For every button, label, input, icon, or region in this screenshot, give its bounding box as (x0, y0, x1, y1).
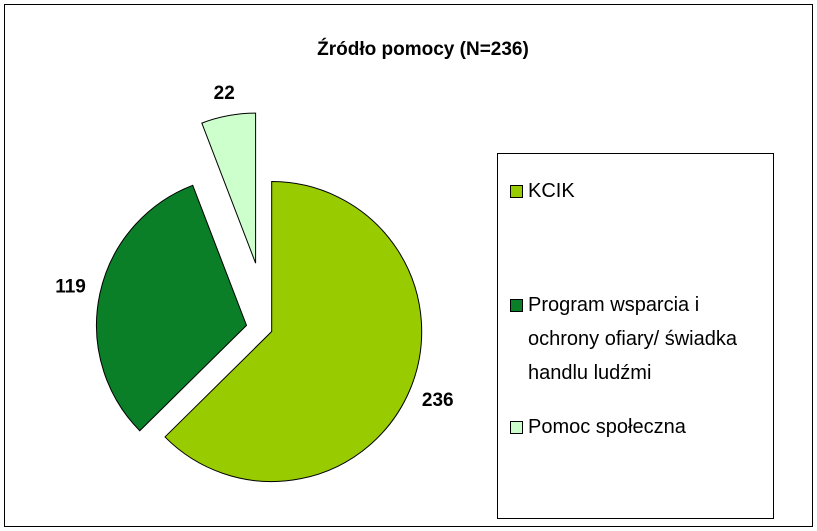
legend-item: KCIK (508, 174, 771, 208)
legend-swatch (510, 299, 523, 312)
legend: KCIK Program wsparcia i ochrony ofiary/ ś… (497, 153, 774, 519)
legend-label: KCIK (528, 180, 575, 202)
data-label: 22 (214, 83, 235, 104)
legend-item: Program wsparcia i ochrony ofiary/ świad… (508, 288, 771, 390)
pie-slice (96, 184, 248, 432)
legend-item: Pomoc społeczna (508, 410, 771, 444)
legend-swatch (510, 185, 523, 198)
pie-slice (201, 112, 257, 264)
chart-title: Źródło pomocy (N=236) (317, 38, 529, 60)
data-label: 119 (55, 276, 86, 297)
data-label: 236 (422, 390, 454, 411)
legend-label: Program wsparcia i ochrony ofiary/ świad… (528, 294, 737, 384)
legend-label: Pomoc społeczna (528, 416, 686, 438)
pie-slice (164, 181, 423, 483)
legend-swatch (510, 421, 523, 434)
